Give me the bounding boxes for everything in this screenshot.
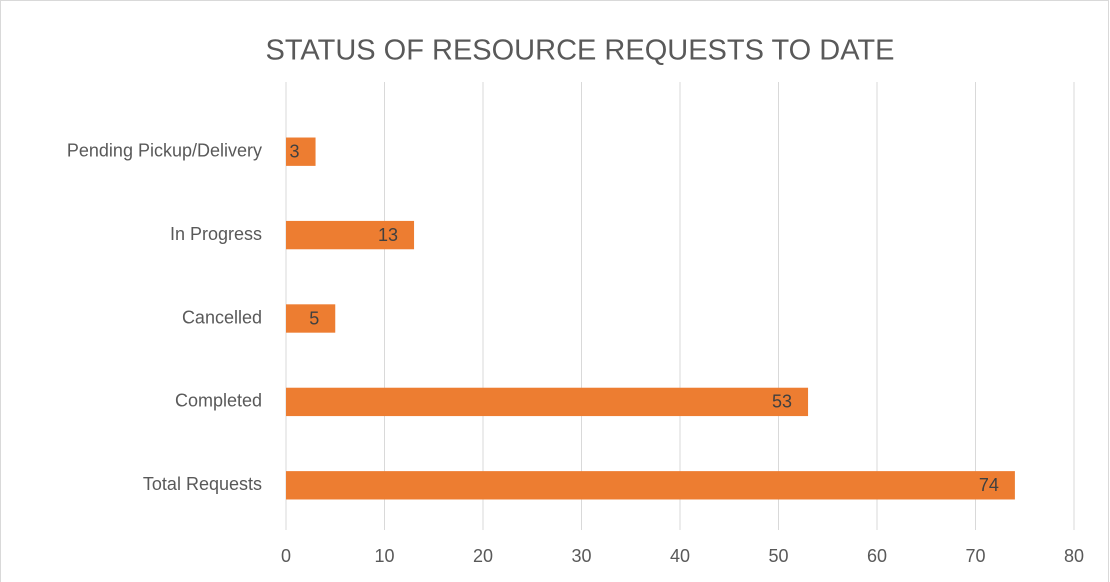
bar [286, 220, 415, 250]
x-tick-label: 50 [768, 546, 788, 566]
x-tick-label: 40 [670, 546, 690, 566]
x-tick-label: 30 [571, 546, 591, 566]
y-tick-label: Total Requests [143, 474, 262, 494]
y-tick-label: Pending Pickup/Delivery [67, 140, 262, 160]
y-tick-label: In Progress [170, 224, 262, 244]
x-tick-label: 0 [281, 546, 291, 566]
bar [286, 387, 809, 417]
data-label: 3 [290, 141, 300, 161]
bar [286, 137, 316, 166]
x-tick-label: 10 [374, 546, 394, 566]
y-tick-label: Completed [175, 391, 262, 411]
x-tick-label: 60 [867, 546, 887, 566]
x-tick-label: 70 [965, 546, 985, 566]
bar [286, 304, 336, 333]
x-tick-label: 80 [1064, 546, 1084, 566]
data-label: 13 [378, 225, 398, 245]
data-label: 74 [979, 475, 999, 495]
data-label: 5 [309, 308, 319, 328]
chart-title: STATUS OF RESOURCE REQUESTS TO DATE [266, 35, 895, 67]
bar [286, 471, 1015, 500]
data-label: 53 [772, 392, 792, 412]
x-tick-label: 20 [473, 546, 493, 566]
y-tick-label: Cancelled [182, 307, 262, 327]
